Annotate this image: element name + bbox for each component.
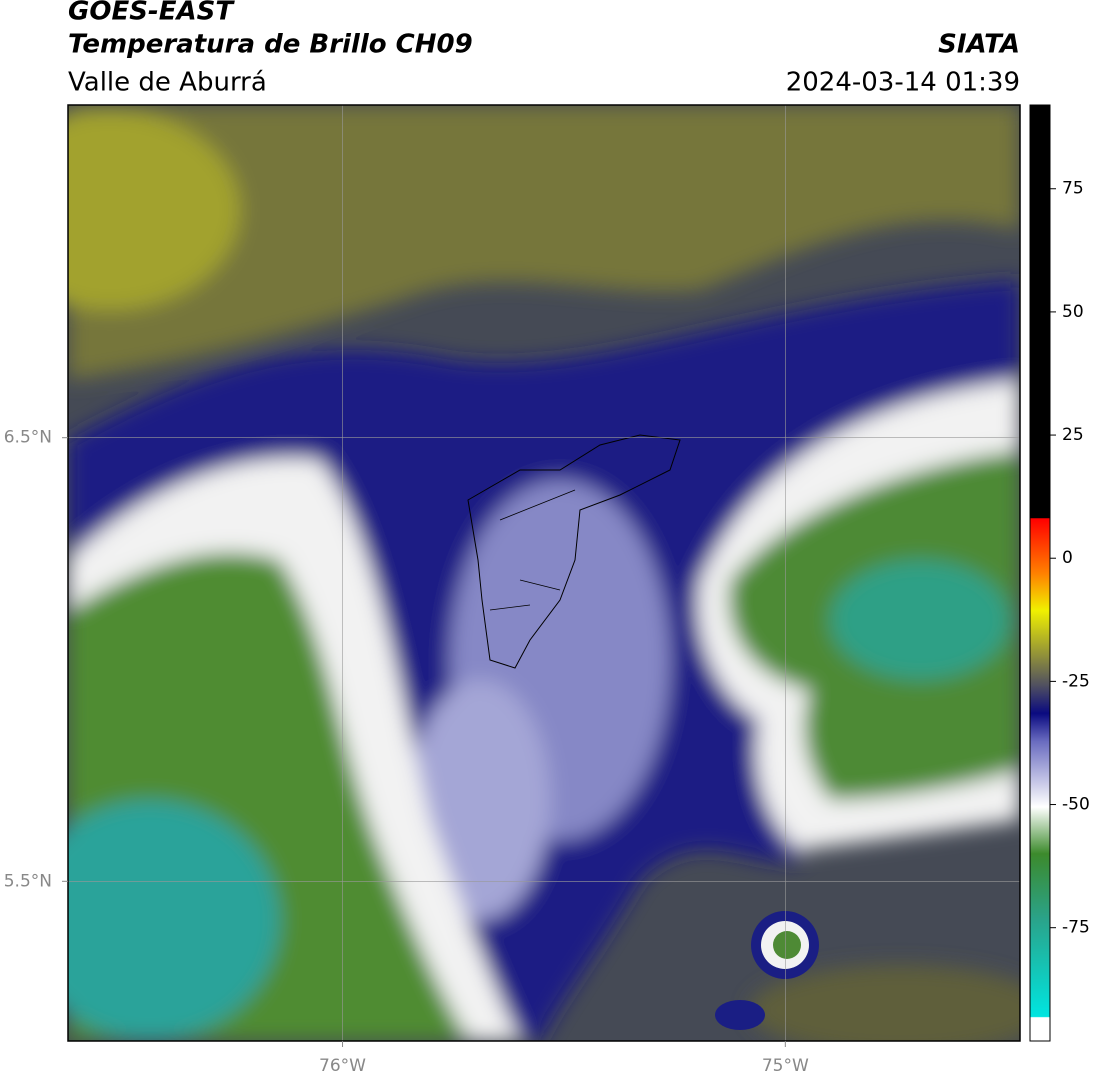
- map-frame: [67, 104, 1021, 1042]
- satellite-image: [68, 105, 1020, 1041]
- colorbar-tick-label: -25: [1062, 671, 1090, 691]
- colorbar-tick-label: 0: [1062, 548, 1073, 568]
- source: SIATA: [938, 30, 1020, 60]
- x-tick-label: 76°W: [319, 1056, 366, 1076]
- y-tick-label: 6.5°N: [4, 428, 52, 448]
- colorbar-tick-label: 75: [1062, 179, 1084, 199]
- colorbar-tick-label: 50: [1062, 302, 1084, 322]
- colorbar-tick-label: -50: [1062, 795, 1090, 815]
- subtitle: Temperatura de Brillo CH09: [68, 30, 473, 60]
- colorbar: [1029, 104, 1051, 1042]
- colorbar-tick-label: 25: [1062, 425, 1084, 445]
- x-tick-label: 75°W: [762, 1056, 809, 1076]
- region: Valle de Aburrá: [68, 68, 267, 98]
- y-tick-label: 5.5°N: [4, 871, 52, 891]
- datetime: 2024-03-14 01:39: [786, 68, 1020, 98]
- title: GOES-EAST: [68, 0, 235, 27]
- colorbar-tick-label: -75: [1062, 918, 1090, 938]
